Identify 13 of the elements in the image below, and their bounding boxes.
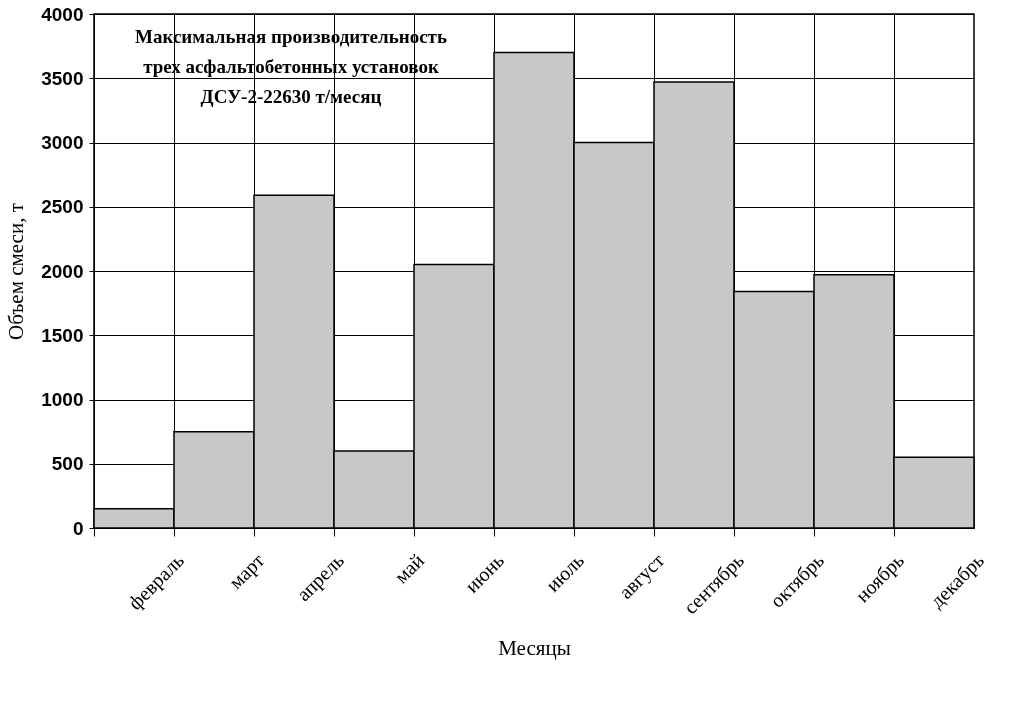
y-tick-label: 0 (72, 517, 84, 539)
x-tick-label: июль (541, 549, 589, 596)
y-tick-label: 2500 (41, 196, 84, 218)
y-tick-label: 1500 (41, 324, 84, 346)
y-tick-label: 3500 (41, 67, 84, 89)
y-tick-label: 2000 (41, 260, 84, 282)
y-tick-label: 3000 (41, 132, 84, 153)
y-tick-label: 4000 (41, 3, 84, 25)
y-tick-label: 500 (51, 453, 84, 475)
x-axis-title: Месяцы (498, 636, 571, 661)
x-tick-label: май (389, 548, 429, 588)
y-axis-title: Объем смеси, т (4, 203, 29, 340)
y-tick-label: 1000 (41, 389, 84, 410)
